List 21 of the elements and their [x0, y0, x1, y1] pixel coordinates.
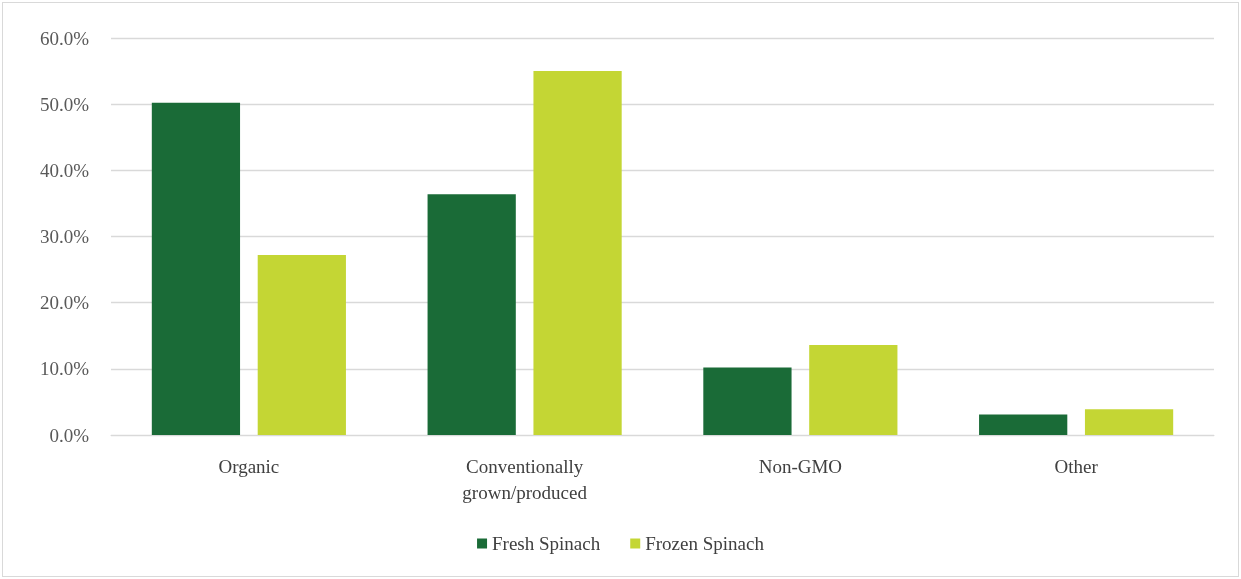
- bar: [703, 367, 792, 435]
- y-tick-label: 40.0%: [39, 159, 90, 181]
- x-tick-label: Non-GMO: [758, 455, 843, 477]
- bar: [427, 194, 516, 435]
- bar: [809, 345, 898, 435]
- y-tick-label: 60.0%: [39, 27, 90, 49]
- y-tick-label: 50.0%: [39, 93, 90, 115]
- bar: [257, 255, 346, 435]
- y-tick-label: 0.0%: [49, 424, 90, 446]
- x-tick-label: Organic: [218, 455, 280, 477]
- x-tick-label: Other: [1054, 455, 1099, 477]
- y-tick-label: 10.0%: [39, 358, 90, 380]
- bar: [1084, 409, 1174, 435]
- bar: [979, 414, 1068, 435]
- x-tick-label: Conventionally grown/produced: [462, 455, 588, 503]
- legend-label: Fresh Spinach: [492, 533, 601, 554]
- y-tick-label: 20.0%: [39, 292, 90, 314]
- bar: [533, 71, 622, 435]
- legend-label: Frozen Spinach: [645, 533, 765, 554]
- bar: [151, 102, 241, 435]
- y-tick-label: 30.0%: [39, 226, 90, 247]
